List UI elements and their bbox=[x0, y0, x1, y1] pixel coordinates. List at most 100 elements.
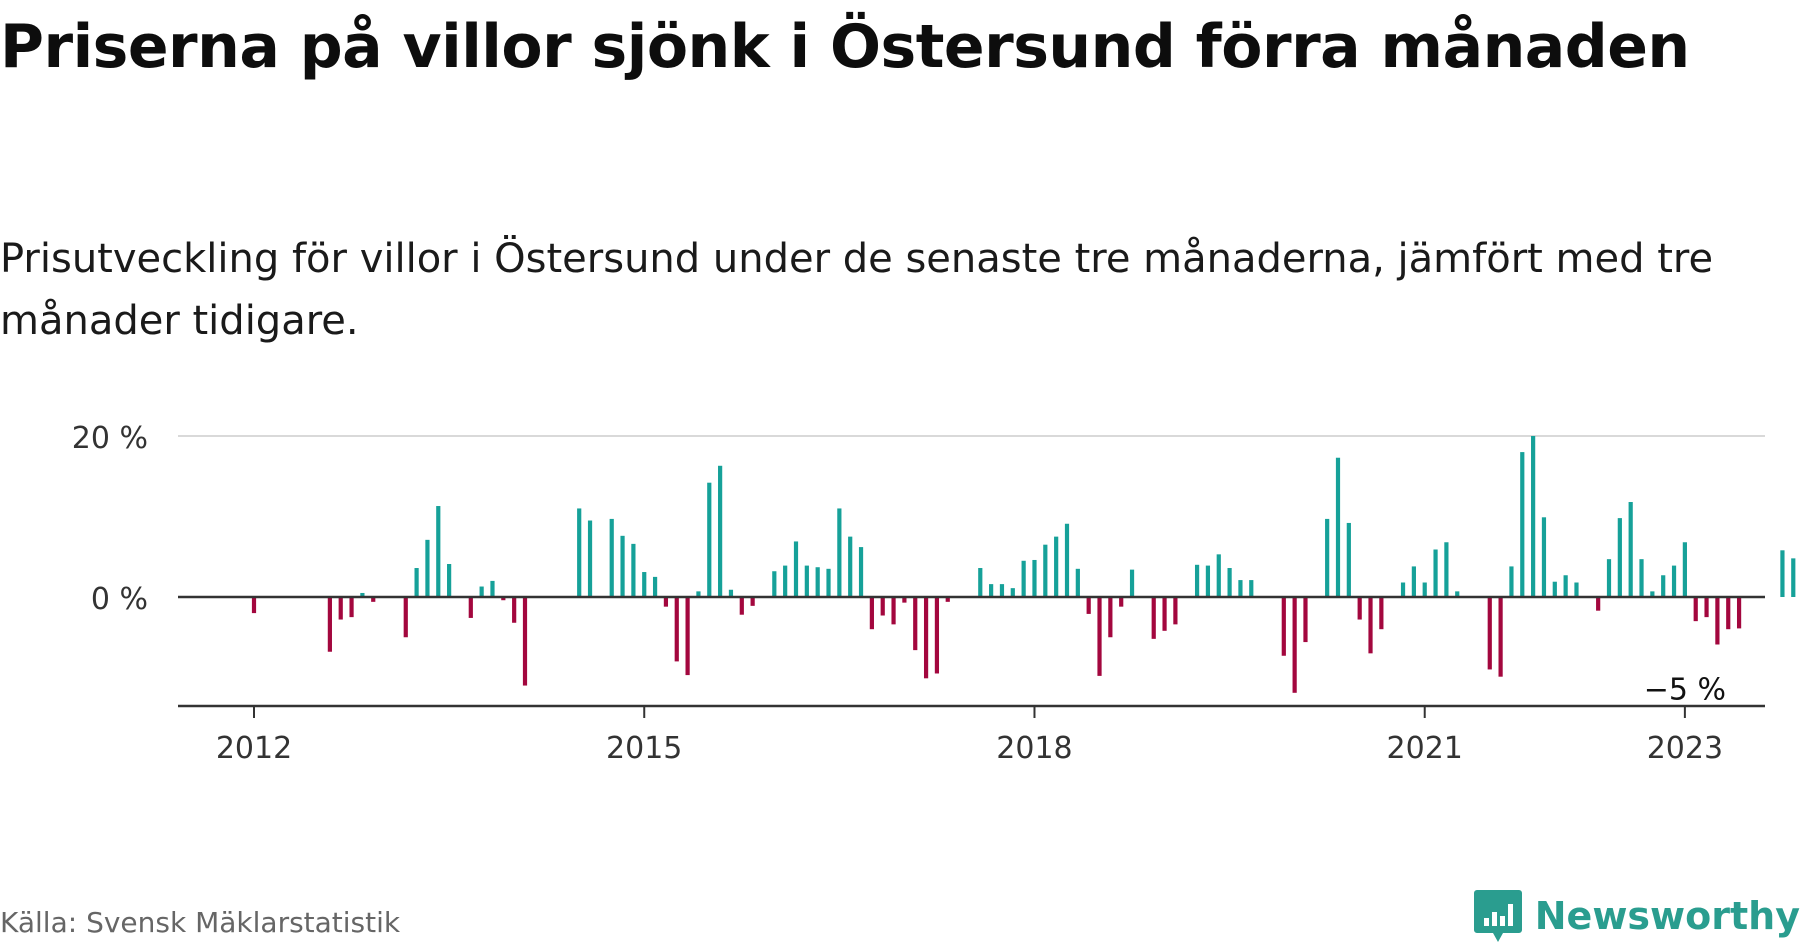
bar-negative bbox=[1108, 597, 1113, 638]
bar-positive bbox=[360, 592, 365, 597]
bar-positive bbox=[1541, 517, 1547, 597]
bar-positive bbox=[1064, 523, 1070, 597]
bar-positive bbox=[1238, 580, 1243, 597]
bar-negative bbox=[1086, 597, 1091, 614]
bar-positive bbox=[1054, 536, 1059, 598]
bar-positive bbox=[490, 580, 495, 597]
bar-positive bbox=[1650, 591, 1655, 597]
bar-negative bbox=[902, 597, 907, 603]
x-tick-label: 2021 bbox=[1387, 731, 1463, 766]
bar-positive bbox=[1617, 518, 1622, 597]
bar-positive bbox=[1043, 544, 1048, 597]
bar-positive bbox=[609, 518, 614, 597]
bar-negative bbox=[1281, 597, 1286, 656]
bar-positive bbox=[1552, 581, 1557, 597]
bar-negative bbox=[1715, 597, 1720, 645]
bar-positive bbox=[826, 568, 831, 597]
brand-name: Newsworthy bbox=[1534, 894, 1800, 938]
x-tick-label: 2018 bbox=[996, 731, 1072, 766]
bar-positive bbox=[1010, 588, 1015, 597]
bar-positive bbox=[1661, 575, 1666, 597]
bar-negative bbox=[1368, 597, 1373, 654]
bar-positive bbox=[815, 567, 820, 597]
bar-negative bbox=[1119, 597, 1124, 607]
bar-positive bbox=[1628, 502, 1633, 597]
y-tick-label: 0 % bbox=[91, 582, 148, 617]
bar-positive bbox=[1671, 565, 1677, 597]
bar-positive bbox=[772, 571, 777, 597]
bar-negative bbox=[934, 597, 940, 674]
bar-positive bbox=[1021, 560, 1026, 597]
bar-positive bbox=[978, 568, 983, 597]
bar-negative bbox=[349, 597, 354, 618]
bar-positive bbox=[1411, 566, 1416, 597]
bar-negative bbox=[750, 597, 755, 606]
brand-logo: Newsworthy bbox=[1473, 888, 1800, 944]
bar-positive bbox=[989, 584, 994, 597]
x-tick-label: 2023 bbox=[1647, 731, 1723, 766]
bar-positive bbox=[652, 576, 658, 598]
bar-negative bbox=[1162, 597, 1167, 631]
bar-positive bbox=[1129, 569, 1135, 597]
bar-positive bbox=[1205, 565, 1211, 597]
bar-positive bbox=[783, 565, 788, 597]
bar-positive bbox=[479, 586, 484, 597]
bar-negative bbox=[1151, 597, 1156, 639]
x-tick-label: 2015 bbox=[606, 731, 682, 766]
bar-positive bbox=[1216, 554, 1221, 597]
bar-chart: 20 % 0 % 2012 2015 2018 2021 2023 −5 % bbox=[72, 421, 1796, 766]
last-value-annotation: −5 % bbox=[1644, 672, 1726, 707]
bar-negative bbox=[522, 597, 528, 686]
bar-positive bbox=[631, 543, 636, 597]
chart-title: Priserna på villor sjönk i Östersund för… bbox=[0, 12, 1690, 82]
bar-negative bbox=[891, 597, 896, 625]
bar-positive bbox=[1400, 582, 1406, 597]
bar-positive bbox=[642, 572, 647, 597]
source-note: Källa: Svensk Mäklarstatistik bbox=[0, 906, 401, 939]
bar-positive bbox=[848, 536, 853, 598]
newsworthy-logo-icon bbox=[1473, 890, 1522, 942]
bar-positive bbox=[1574, 582, 1579, 597]
bar-positive bbox=[1346, 522, 1351, 597]
bar-positive bbox=[1520, 452, 1525, 597]
bar-positive bbox=[577, 508, 582, 597]
bar-positive bbox=[1780, 550, 1785, 597]
bar-negative bbox=[1379, 597, 1384, 630]
bar-negative bbox=[685, 597, 690, 676]
bar-negative bbox=[739, 597, 744, 615]
bar-positive bbox=[1531, 436, 1536, 597]
bar-positive bbox=[1227, 568, 1232, 597]
bar-negative bbox=[1693, 597, 1698, 622]
bars-layer bbox=[251, 436, 1796, 693]
bar-negative bbox=[1357, 597, 1362, 620]
bar-positive bbox=[447, 564, 452, 597]
bar-negative bbox=[869, 597, 874, 630]
bar-negative bbox=[1704, 597, 1709, 618]
bar-positive bbox=[858, 547, 864, 597]
axis-layer: 20 % 0 % 2012 2015 2018 2021 2023 −5 % bbox=[72, 421, 1765, 766]
bar-negative bbox=[923, 597, 929, 679]
bar-positive bbox=[728, 589, 734, 597]
bar-negative bbox=[1596, 597, 1601, 611]
bar-positive bbox=[1444, 542, 1449, 597]
bar-negative bbox=[327, 597, 332, 652]
bar-positive bbox=[1639, 559, 1644, 597]
bar-positive bbox=[1194, 564, 1200, 597]
bar-negative bbox=[674, 597, 679, 662]
bar-negative bbox=[913, 597, 918, 651]
bar-positive bbox=[999, 584, 1005, 597]
bar-positive bbox=[1249, 580, 1254, 597]
bar-positive bbox=[1606, 559, 1612, 597]
bar-negative bbox=[1498, 597, 1503, 677]
bar-positive bbox=[1563, 575, 1568, 597]
bar-positive bbox=[804, 565, 809, 597]
bar-positive bbox=[425, 539, 430, 597]
bar-positive bbox=[620, 535, 625, 597]
bar-negative bbox=[1097, 597, 1102, 676]
bar-positive bbox=[1422, 582, 1427, 597]
bar-negative bbox=[880, 597, 885, 616]
bar-negative bbox=[1173, 597, 1178, 625]
bar-negative bbox=[663, 597, 669, 607]
bar-negative bbox=[468, 597, 473, 618]
bar-positive bbox=[718, 465, 723, 597]
